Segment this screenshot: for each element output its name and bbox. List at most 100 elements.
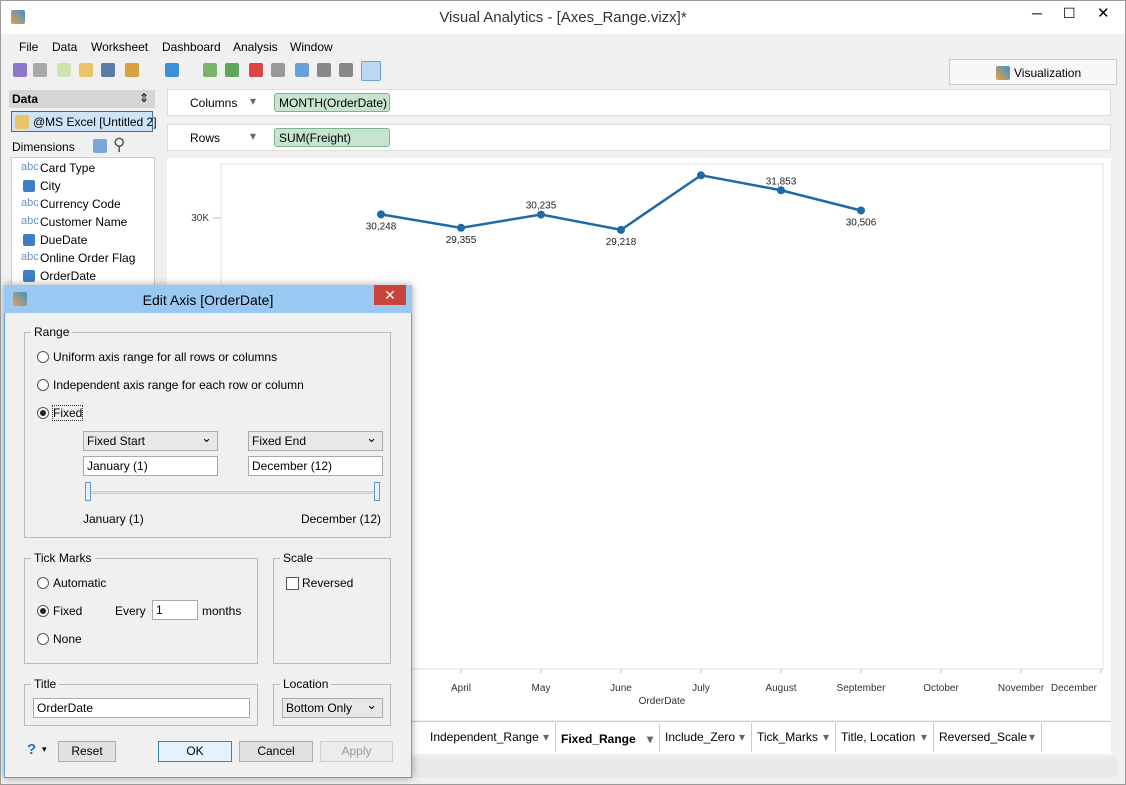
field-name[interactable]: Card Type: [40, 161, 96, 175]
option-label: Reversed: [302, 576, 354, 590]
unit-label: months: [202, 604, 242, 618]
field-type-icon: [23, 234, 35, 246]
start-mode-select[interactable]: Fixed Start: [83, 430, 218, 451]
group-label: Tick Marks: [31, 551, 95, 565]
radio-automatic[interactable]: [37, 577, 49, 589]
menu-item[interactable]: Window: [290, 40, 333, 54]
field-name[interactable]: Customer Name: [40, 215, 128, 229]
field-name[interactable]: Online Order Flag: [40, 251, 136, 265]
tick-marks-group: Tick Marks: [24, 551, 258, 664]
slider-end-label: December (12): [300, 512, 381, 526]
option-label: Independent axis range for each row or c…: [53, 378, 304, 392]
end-mode-select[interactable]: Fixed End: [248, 430, 383, 451]
x-tick-label: July: [692, 683, 710, 694]
slider-start-handle[interactable]: [85, 482, 91, 501]
undo-button[interactable]: [13, 63, 27, 77]
help-menu[interactable]: ▾: [42, 744, 47, 754]
dimensions-label: Dimensions: [12, 140, 75, 154]
sheet-tab[interactable]: Fixed_Range ▾: [556, 723, 660, 752]
data-title: Data: [12, 92, 39, 106]
field-type-icon: abc: [21, 215, 39, 227]
slider-end-handle[interactable]: [374, 482, 380, 501]
start-value-input[interactable]: January (1): [83, 456, 218, 476]
every-input[interactable]: 1: [152, 600, 198, 620]
field-name[interactable]: DueDate: [40, 233, 88, 247]
shelf-menu[interactable]: ▾: [250, 94, 257, 108]
maximize-button[interactable]: ☐: [1063, 5, 1076, 21]
new-button[interactable]: [57, 63, 71, 77]
data-point: [457, 223, 465, 232]
menu-item[interactable]: Data: [52, 40, 78, 54]
field-type-icon: [23, 180, 35, 192]
option-label: Uniform axis range for all rows or colum…: [53, 350, 278, 364]
menu-item[interactable]: Dashboard: [162, 40, 221, 54]
data-button[interactable]: [125, 63, 139, 77]
title-input[interactable]: OrderDate: [33, 698, 250, 718]
data-point: [697, 171, 705, 180]
radio-none[interactable]: [37, 633, 49, 645]
x-axis-title: OrderDate: [639, 696, 686, 707]
table-view-button[interactable]: [93, 139, 107, 153]
title-bar: [1, 1, 1125, 34]
open-button[interactable]: [79, 63, 93, 77]
reversed-checkbox[interactable]: [286, 577, 299, 590]
field-list: abc Card Type City abc Currency Code abc Custo…: [11, 157, 155, 287]
format-button[interactable]: [361, 61, 381, 81]
sort-asc-button[interactable]: [317, 63, 331, 77]
menu-item[interactable]: Worksheet: [91, 40, 149, 54]
group-label: Location: [280, 677, 332, 691]
rows-shelf: Rows ▾ SUM(Freight): [167, 124, 1111, 151]
dialog-close-button[interactable]: ✕: [374, 285, 406, 305]
option-label: Automatic: [53, 576, 107, 590]
chart-button[interactable]: [271, 63, 285, 77]
clear-button[interactable]: [249, 63, 263, 77]
help-button[interactable]: ?: [27, 741, 37, 758]
menu-item[interactable]: Analysis: [233, 40, 278, 54]
sheet-tab[interactable]: Reversed_Scale ▾: [934, 723, 1042, 752]
cancel-button[interactable]: Cancel: [239, 741, 313, 762]
shelf-menu[interactable]: ▾: [250, 129, 257, 143]
data-point: [857, 206, 865, 215]
close-button[interactable]: ✕: [1097, 5, 1110, 22]
x-tick-label: August: [765, 683, 796, 694]
swap-button[interactable]: [295, 63, 309, 77]
visualization-tab[interactable]: Visualization: [949, 59, 1117, 85]
sheet-tab[interactable]: Include_Zero ▾: [660, 723, 752, 752]
columns-pill[interactable]: MONTH(OrderDate): [274, 93, 390, 112]
minimize-button[interactable]: ─: [1032, 5, 1042, 21]
radio-uniform[interactable]: [37, 351, 49, 363]
field-name[interactable]: City: [40, 179, 61, 193]
radio-fixed[interactable]: [37, 407, 49, 419]
radio-independent[interactable]: [37, 379, 49, 391]
location-select[interactable]: Bottom Only: [282, 697, 383, 718]
data-source[interactable]: @MS Excel [Untitled 2]: [11, 111, 157, 132]
reset-button[interactable]: Reset: [58, 741, 116, 762]
field-name[interactable]: Currency Code: [40, 197, 121, 211]
end-value-input[interactable]: December (12): [248, 456, 383, 476]
data-menu[interactable]: ⇕: [138, 91, 149, 105]
rows-pill[interactable]: SUM(Freight): [274, 128, 390, 147]
search-button[interactable]: ⚲: [113, 135, 126, 154]
redo-button[interactable]: [33, 63, 47, 77]
sheet-tab[interactable]: Independent_Range ▾: [425, 723, 556, 752]
data-label: 30,248: [366, 221, 397, 232]
x-tick-label: June: [610, 683, 632, 694]
refresh-button[interactable]: [165, 63, 179, 77]
slider-start-label: January (1): [83, 512, 144, 526]
ok-button[interactable]: OK: [158, 741, 232, 762]
x-tick-label: December: [1051, 683, 1098, 694]
add-sheet-button[interactable]: [225, 63, 239, 77]
add-button[interactable]: [203, 63, 217, 77]
columns-shelf: Columns ▾ MONTH(OrderDate): [167, 89, 1111, 116]
toolbar: [11, 61, 381, 81]
field-name[interactable]: OrderDate: [40, 269, 97, 283]
scale-group: Scale: [273, 551, 391, 664]
sort-desc-button[interactable]: [339, 63, 353, 77]
sheet-tab[interactable]: Title, Location ▾: [836, 723, 934, 752]
sheet-tab[interactable]: Tick_Marks ▾: [752, 723, 836, 752]
radio-fixed-ticks[interactable]: [37, 605, 49, 617]
save-button[interactable]: [101, 63, 115, 77]
columns-label: Columns: [190, 96, 238, 110]
menu-item[interactable]: File: [19, 40, 39, 54]
edit-axis-dialog: [4, 285, 412, 778]
